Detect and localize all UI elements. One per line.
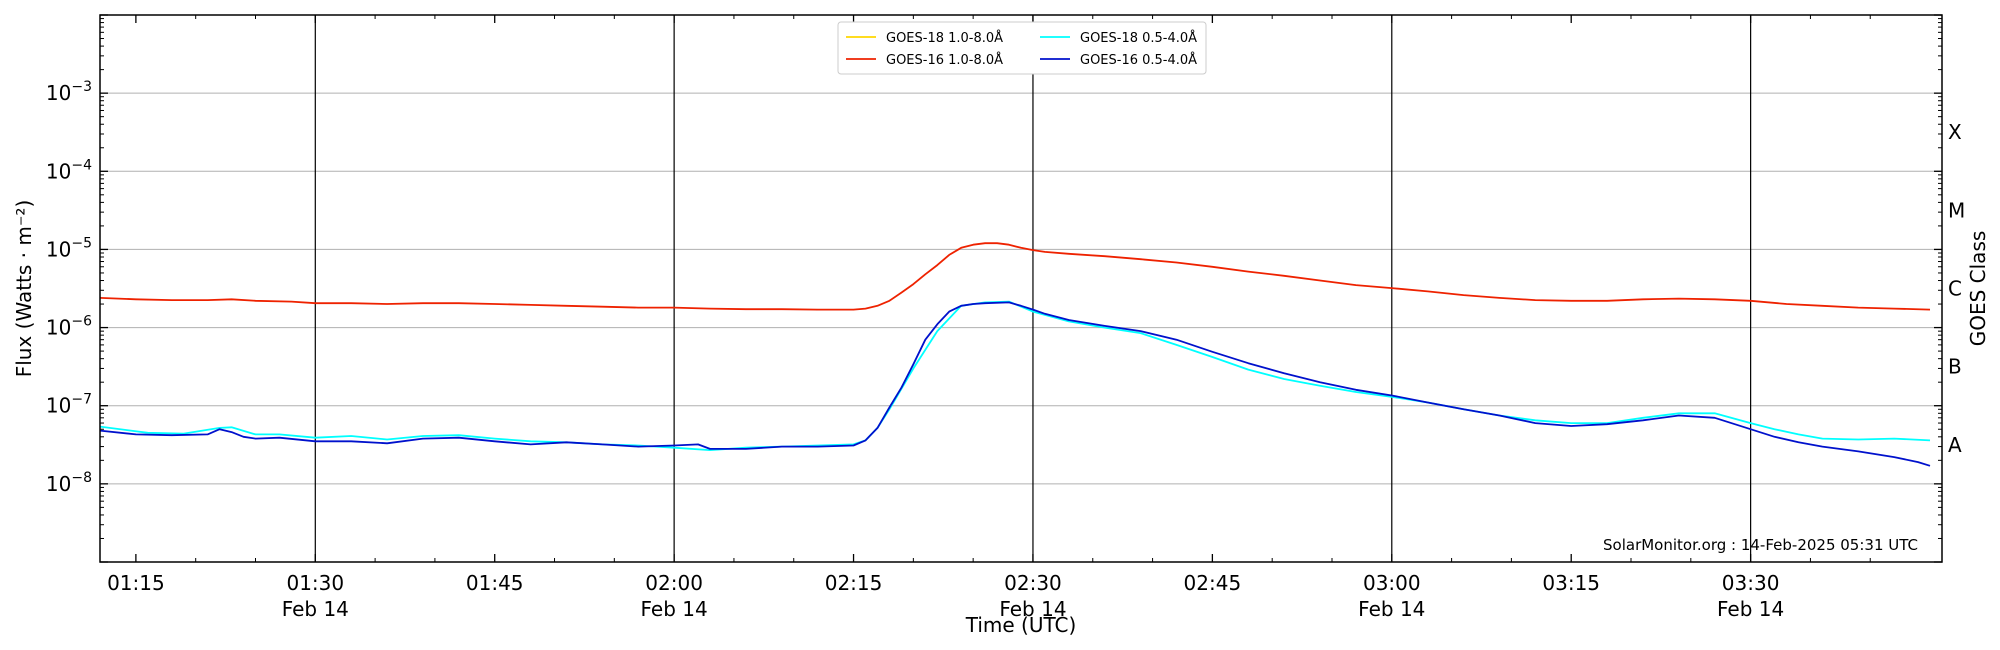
- x-tick-date-label: Feb 14: [641, 597, 708, 621]
- y-tick-label: 10−5: [46, 235, 92, 261]
- x-tick-date-label: Feb 14: [999, 597, 1066, 621]
- y-tick-base: 10: [46, 81, 71, 105]
- x-tick-label: 02:45: [1184, 571, 1242, 595]
- legend-label: GOES-16 1.0-8.0Å: [886, 52, 1003, 68]
- series-line: [99, 301, 1931, 467]
- goes-class-labels: A B C M X: [1948, 120, 1965, 457]
- x-tick-date-label: Feb 14: [1717, 597, 1784, 621]
- y-tick-exponent: −3: [71, 79, 92, 95]
- y-tick-exponent: −8: [71, 470, 92, 486]
- x-tick-label: 02:00: [645, 571, 703, 595]
- y-tick-exponent: −7: [71, 392, 92, 408]
- x-tick-label: 02:15: [825, 571, 883, 595]
- goes-class-label: X: [1948, 120, 1962, 144]
- y-tick-exponent: −4: [71, 157, 92, 173]
- y-tick-label: 10−8: [46, 470, 92, 496]
- series-lines: [99, 242, 1931, 467]
- x-tick-label: 03:15: [1542, 571, 1600, 595]
- y-tick-base: 10: [46, 159, 71, 183]
- x-tick-label: 01:30: [286, 571, 344, 595]
- y-tick-base: 10: [46, 472, 71, 496]
- y-tick-base: 10: [46, 394, 71, 418]
- x-tick-label: 01:45: [466, 571, 524, 595]
- y-tick-exponent: −6: [71, 314, 92, 330]
- x-tick-label: 01:15: [107, 571, 165, 595]
- y-tick-labels: 10−810−710−610−510−410−3: [46, 79, 92, 496]
- y-tick-base: 10: [46, 316, 71, 340]
- y-tick-base: 10: [46, 237, 71, 261]
- legend-label: GOES-18 0.5-4.0Å: [1080, 30, 1197, 46]
- series-line: [99, 300, 1931, 451]
- axis-ticks: [100, 14, 1942, 563]
- y-tick-label: 10−4: [46, 157, 92, 183]
- goes-class-label: A: [1948, 433, 1962, 457]
- grid: [100, 92, 1942, 485]
- y-tick-label: 10−7: [46, 392, 92, 418]
- y-tick-exponent: −5: [71, 235, 92, 251]
- legend-label: GOES-16 0.5-4.0Å: [1080, 52, 1197, 68]
- x-tick-date-label: Feb 14: [1358, 597, 1425, 621]
- vertical-time-markers: [314, 15, 1752, 562]
- goes-class-label: C: [1948, 277, 1962, 301]
- credit-text: SolarMonitor.org : 14-Feb-2025 05:31 UTC: [1603, 536, 1918, 554]
- legend: GOES-18 1.0-8.0Å GOES-18 0.5-4.0Å GOES-16 …: [837, 21, 1207, 75]
- legend-box: [837, 21, 1207, 75]
- series-line: [99, 242, 1931, 311]
- y-axis-title: Flux (Watts · m⁻²): [12, 200, 36, 378]
- x-tick-label: 03:30: [1722, 571, 1780, 595]
- x-tick-date-label: Feb 14: [282, 597, 349, 621]
- y-tick-label: 10−6: [46, 314, 92, 340]
- y2-axis-title: GOES Class: [1966, 231, 1990, 347]
- goes-class-label: B: [1948, 355, 1962, 379]
- x-tick-label: 02:30: [1004, 571, 1062, 595]
- x-tick-label: 03:00: [1363, 571, 1421, 595]
- plot-frame: [99, 14, 1943, 563]
- y-tick-label: 10−3: [46, 79, 92, 105]
- legend-label: GOES-18 1.0-8.0Å: [886, 30, 1003, 46]
- goes-class-label: M: [1948, 198, 1965, 222]
- x-axis-title: Time (UTC): [965, 613, 1077, 637]
